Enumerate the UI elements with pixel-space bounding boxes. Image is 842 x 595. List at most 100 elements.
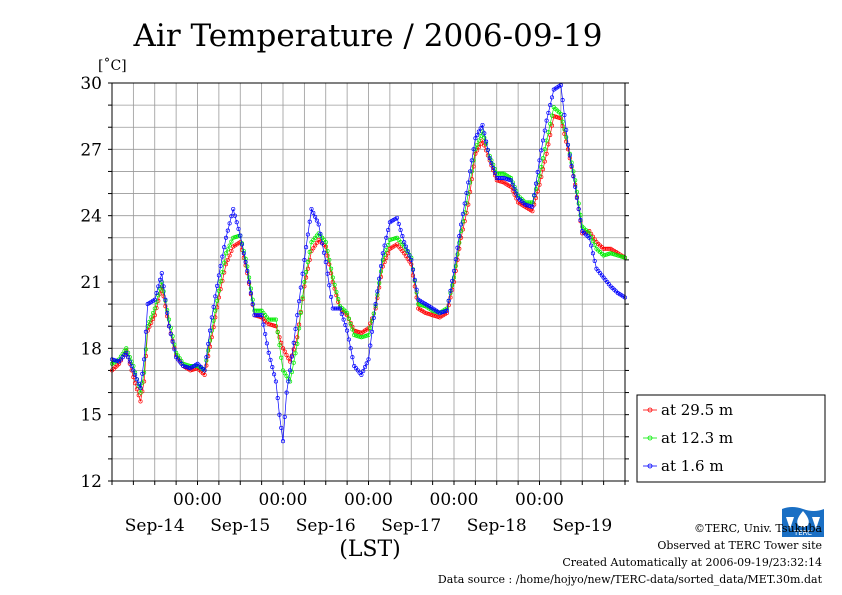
- data-point: [239, 242, 245, 247]
- data-point: [546, 130, 551, 135]
- data-point: [264, 341, 269, 346]
- data-point: [366, 333, 371, 338]
- data-point: [603, 252, 608, 257]
- data-point: [524, 203, 530, 208]
- data-point: [608, 251, 613, 256]
- data-point: [216, 288, 221, 293]
- data-point: [478, 141, 483, 146]
- data-point: [430, 313, 435, 318]
- data-point: [341, 317, 346, 322]
- data-point: [327, 262, 332, 267]
- data-point: [542, 128, 547, 133]
- data-point: [533, 181, 539, 186]
- data-point: [295, 341, 300, 346]
- data-point: [272, 323, 277, 328]
- data-point: [172, 347, 177, 352]
- data-point: [209, 335, 214, 340]
- chart-title: Air Temperature / 2006-09-19: [133, 18, 603, 54]
- data-point: [348, 321, 353, 327]
- data-point: [514, 191, 519, 196]
- data-point: [259, 313, 264, 318]
- data-point: [311, 246, 316, 251]
- data-point: [154, 291, 159, 296]
- data-point: [523, 202, 528, 207]
- data-point: [350, 327, 355, 332]
- data-point: [492, 171, 498, 176]
- data-point: [300, 271, 305, 276]
- data-point: [416, 302, 421, 307]
- data-point: [314, 218, 319, 223]
- data-point: [510, 182, 515, 187]
- data-point: [272, 372, 277, 377]
- data-point: [378, 263, 384, 269]
- data-point: [293, 326, 298, 332]
- data-point: [321, 250, 327, 255]
- data-point: [293, 351, 298, 356]
- data-point: [229, 248, 234, 254]
- data-point: [530, 200, 535, 205]
- data-point: [459, 222, 464, 227]
- data-point: [129, 363, 134, 369]
- data-point: [565, 147, 571, 152]
- data-point: [113, 358, 118, 363]
- data-point: [314, 240, 319, 245]
- data-point: [439, 310, 444, 315]
- data-point: [560, 98, 565, 103]
- data-point: [540, 156, 546, 161]
- data-point: [368, 343, 373, 348]
- data-point: [223, 235, 229, 240]
- x-date-label: Sep-15: [210, 516, 270, 536]
- data-point: [548, 103, 553, 108]
- data-point: [583, 230, 588, 235]
- data-point: [268, 322, 273, 327]
- data-point: [305, 266, 310, 271]
- data-point: [487, 156, 492, 161]
- data-point: [614, 252, 619, 257]
- data-point: [165, 310, 170, 316]
- data-point: [138, 390, 143, 395]
- data-point: [163, 297, 168, 302]
- data-point: [530, 209, 535, 214]
- data-point: [280, 368, 286, 373]
- data-point: [273, 317, 278, 322]
- data-point: [140, 380, 145, 385]
- data-point: [537, 173, 542, 178]
- data-point: [409, 257, 414, 262]
- data-point: [323, 260, 328, 265]
- data-point: [225, 228, 230, 233]
- y-tick-label: 21: [80, 273, 102, 293]
- x-time-label: 00:00: [430, 490, 479, 510]
- data-point: [277, 335, 282, 340]
- data-point: [549, 95, 555, 100]
- data-point: [377, 281, 382, 286]
- data-point: [143, 347, 148, 352]
- data-point: [455, 252, 460, 257]
- data-point: [143, 329, 148, 334]
- data-point: [450, 278, 455, 283]
- data-point: [288, 359, 293, 364]
- data-point: [352, 333, 357, 338]
- data-point: [548, 121, 553, 126]
- x-axis-label: (LST): [339, 537, 401, 562]
- legend: at 29.5 m at 12.3 m at 1.6 m: [636, 394, 826, 483]
- data-point: [243, 260, 248, 265]
- data-point: [280, 346, 286, 351]
- data-point: [136, 381, 141, 386]
- data-point: [455, 245, 460, 250]
- data-point: [327, 257, 332, 262]
- y-tick-label: 30: [80, 74, 102, 94]
- x-date-label: Sep-14: [125, 516, 185, 536]
- series-lines: [109, 83, 628, 444]
- data-point: [325, 248, 330, 254]
- data-point: [138, 399, 143, 404]
- data-point: [362, 365, 368, 370]
- data-point: [323, 240, 328, 245]
- data-point: [484, 139, 489, 144]
- data-point: [353, 329, 359, 334]
- data-point: [565, 142, 571, 147]
- data-point: [202, 368, 207, 373]
- data-point: [138, 386, 143, 391]
- data-point: [257, 313, 262, 318]
- data-point: [377, 285, 382, 290]
- data-point: [350, 355, 355, 360]
